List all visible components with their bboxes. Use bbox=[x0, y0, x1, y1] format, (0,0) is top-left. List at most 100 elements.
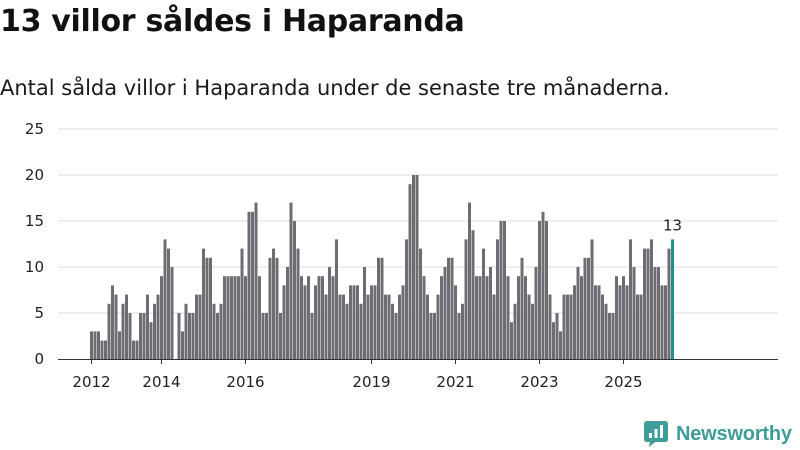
bar bbox=[625, 285, 629, 359]
bar bbox=[632, 267, 636, 359]
bar bbox=[538, 221, 541, 359]
bar bbox=[412, 175, 415, 359]
bar bbox=[415, 175, 419, 359]
bar bbox=[293, 221, 296, 359]
bar bbox=[447, 257, 450, 359]
y-tick-label: 0 bbox=[34, 350, 44, 368]
bar bbox=[468, 202, 471, 359]
bar bbox=[331, 276, 335, 359]
bar bbox=[107, 303, 111, 359]
bar bbox=[321, 276, 324, 359]
bar bbox=[608, 313, 611, 359]
bar bbox=[261, 313, 265, 359]
bar bbox=[93, 331, 97, 359]
bar bbox=[324, 294, 328, 359]
x-tick-label: 2025 bbox=[604, 373, 642, 391]
bar bbox=[594, 285, 597, 359]
bar bbox=[643, 248, 646, 359]
bar bbox=[153, 303, 156, 359]
newsworthy-logo[interactable]: Newsworthy bbox=[644, 419, 792, 449]
bar bbox=[660, 285, 664, 359]
bar bbox=[342, 294, 345, 359]
bar bbox=[639, 294, 643, 359]
bar bbox=[254, 202, 258, 359]
bar bbox=[545, 221, 548, 359]
bar bbox=[335, 239, 338, 359]
bar bbox=[454, 285, 457, 359]
bar bbox=[230, 276, 233, 359]
bar bbox=[580, 276, 583, 359]
bar bbox=[601, 294, 604, 359]
bar bbox=[114, 294, 118, 359]
bar bbox=[212, 303, 216, 359]
bar bbox=[300, 276, 303, 359]
bar bbox=[345, 303, 349, 359]
bar bbox=[128, 313, 132, 359]
bar bbox=[408, 184, 412, 359]
bar bbox=[653, 267, 657, 359]
bar bbox=[520, 257, 524, 359]
bar bbox=[349, 285, 352, 359]
bar bbox=[370, 285, 373, 359]
bar bbox=[566, 294, 569, 359]
highlight-bar bbox=[671, 239, 674, 359]
bar bbox=[237, 276, 240, 359]
bar bbox=[97, 331, 100, 359]
y-tick-label: 20 bbox=[25, 166, 44, 184]
chart-bubble-icon bbox=[644, 421, 668, 447]
bar bbox=[163, 239, 167, 359]
bar bbox=[629, 239, 632, 359]
bar bbox=[457, 313, 461, 359]
last-value-label: 13 bbox=[663, 216, 682, 234]
bar bbox=[377, 257, 380, 359]
bar bbox=[496, 239, 499, 359]
bar bbox=[461, 303, 464, 359]
bar bbox=[650, 239, 653, 359]
bar bbox=[443, 267, 447, 359]
bar bbox=[401, 285, 405, 359]
bar bbox=[419, 248, 422, 359]
bar bbox=[597, 285, 601, 359]
x-tick-label: 2016 bbox=[226, 373, 264, 391]
chart-subtitle: Antal sålda villor i Haparanda under de … bbox=[0, 76, 670, 100]
bar bbox=[618, 285, 622, 359]
x-tick-label: 2021 bbox=[436, 373, 474, 391]
bar bbox=[279, 313, 282, 359]
x-tick-label: 2019 bbox=[352, 373, 390, 391]
bar bbox=[366, 294, 370, 359]
bar bbox=[552, 322, 555, 359]
bar bbox=[198, 294, 202, 359]
bar bbox=[244, 276, 247, 359]
bar bbox=[373, 285, 377, 359]
bar bbox=[646, 248, 650, 359]
bar bbox=[111, 285, 114, 359]
bar bbox=[576, 267, 580, 359]
chart-title: 13 villor såldes i Haparanda bbox=[0, 4, 465, 39]
bar bbox=[282, 285, 286, 359]
bar bbox=[482, 248, 485, 359]
bar bbox=[135, 340, 139, 359]
bar bbox=[489, 267, 492, 359]
bar bbox=[90, 331, 93, 359]
bar bbox=[510, 322, 513, 359]
bar bbox=[405, 239, 408, 359]
bar bbox=[380, 257, 384, 359]
bar bbox=[317, 276, 321, 359]
bar bbox=[328, 267, 331, 359]
bar bbox=[216, 313, 219, 359]
bar bbox=[492, 294, 496, 359]
bar bbox=[219, 303, 223, 359]
bar bbox=[573, 285, 576, 359]
bar bbox=[286, 267, 289, 359]
bar bbox=[611, 313, 615, 359]
bar bbox=[356, 285, 359, 359]
y-tick-label: 25 bbox=[25, 120, 44, 138]
x-tick-label: 2012 bbox=[72, 373, 110, 391]
bar bbox=[569, 294, 573, 359]
bar bbox=[184, 303, 188, 359]
bar bbox=[450, 257, 454, 359]
bar bbox=[240, 248, 244, 359]
bar bbox=[142, 313, 146, 359]
bar bbox=[118, 331, 121, 359]
